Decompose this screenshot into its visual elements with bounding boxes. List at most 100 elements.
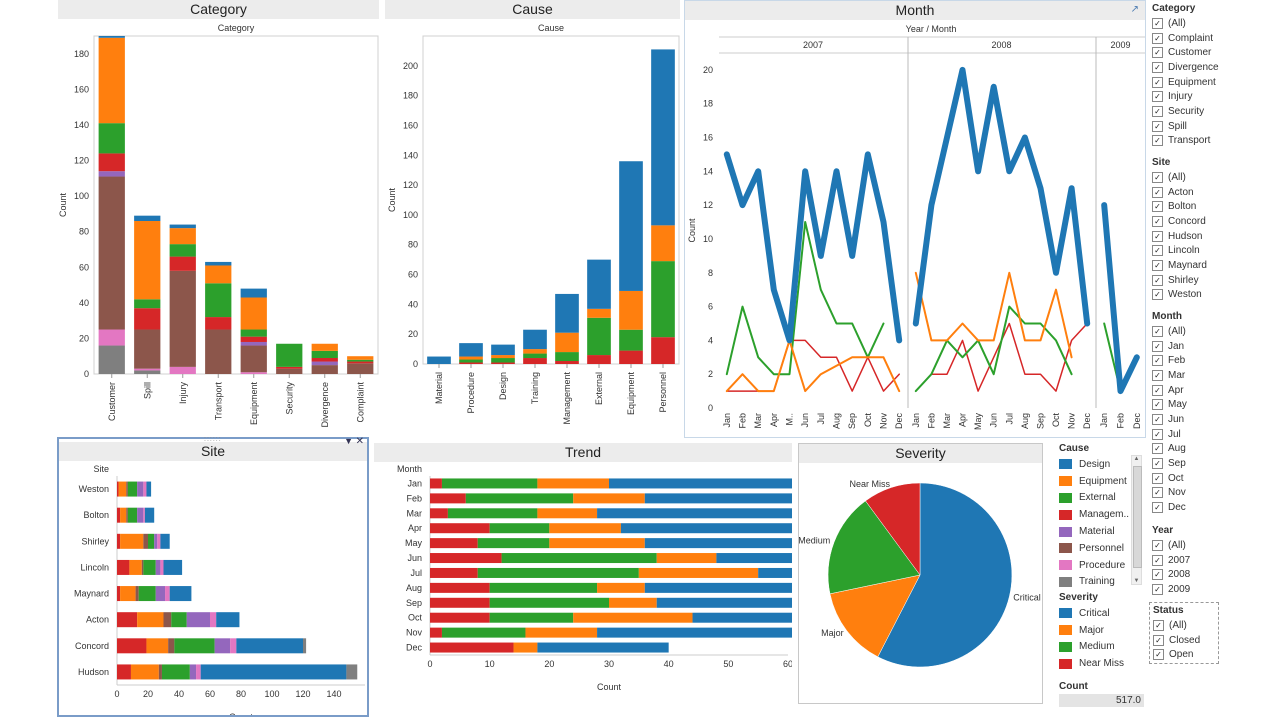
- checkbox-checked-icon[interactable]: ✓: [1152, 230, 1163, 242]
- month-filter-item-dec[interactable]: ✓ Dec: [1152, 500, 1272, 515]
- checkbox-checked-icon[interactable]: ✓: [1152, 105, 1163, 117]
- month-filter-item-mar[interactable]: ✓ Mar: [1152, 368, 1272, 383]
- checkbox-checked-icon[interactable]: ✓: [1152, 583, 1163, 595]
- category-filter-item-equipment[interactable]: ✓ Equipment: [1152, 75, 1272, 90]
- checkbox-checked-icon[interactable]: ✓: [1152, 355, 1163, 367]
- checkbox-checked-icon[interactable]: ✓: [1152, 554, 1163, 566]
- site-filter-item-all[interactable]: ✓ (All): [1152, 170, 1272, 185]
- checkbox-checked-icon[interactable]: ✓: [1152, 569, 1163, 581]
- site-filter-item-bolton[interactable]: ✓ Bolton: [1152, 199, 1272, 214]
- checkbox-checked-icon[interactable]: ✓: [1152, 428, 1163, 440]
- popout-icon[interactable]: ↗: [1130, 4, 1139, 15]
- severity-legend-item[interactable]: Near Miss: [1059, 655, 1144, 672]
- month-filter-item-jul[interactable]: ✓ Jul: [1152, 427, 1272, 442]
- checkbox-checked-icon[interactable]: ✓: [1152, 259, 1163, 271]
- checkbox-checked-icon[interactable]: ✓: [1152, 413, 1163, 425]
- severity-legend-item[interactable]: Major: [1059, 622, 1144, 639]
- scroll-up-icon[interactable]: ▲: [1133, 456, 1140, 462]
- severity-legend-item[interactable]: Critical: [1059, 605, 1144, 622]
- bar-segment-management-medium: [555, 352, 579, 362]
- checkbox-checked-icon[interactable]: ✓: [1152, 369, 1163, 381]
- scroll-down-icon[interactable]: ▼: [1133, 578, 1140, 584]
- cause-legend-item[interactable]: Material: [1059, 523, 1144, 540]
- site-filter-item-acton[interactable]: ✓ Acton: [1152, 185, 1272, 200]
- cause-legend-scrollbar[interactable]: ▲ ▼: [1131, 455, 1142, 585]
- month-filter-item-oct[interactable]: ✓ Oct: [1152, 471, 1272, 486]
- year-filter-item-2008[interactable]: ✓ 2008: [1152, 567, 1218, 582]
- category-filter-item-customer[interactable]: ✓ Customer: [1152, 45, 1272, 60]
- year-filter-item-all[interactable]: ✓ (All): [1152, 538, 1218, 553]
- category-filter-item-transport[interactable]: ✓ Transport: [1152, 134, 1272, 149]
- checkbox-checked-icon[interactable]: ✓: [1152, 171, 1163, 183]
- category-filter-item-divergence[interactable]: ✓ Divergence: [1152, 60, 1272, 75]
- cause-legend-item[interactable]: Personnel: [1059, 540, 1144, 557]
- x-tick-label: 80: [236, 689, 246, 699]
- checkbox-checked-icon[interactable]: ✓: [1152, 384, 1163, 396]
- checkbox-checked-icon[interactable]: ✓: [1152, 325, 1163, 337]
- category-filter-item-spill[interactable]: ✓ Spill: [1152, 119, 1272, 134]
- pane-grip-icon[interactable]: ::::::: [204, 436, 222, 443]
- cause-legend-item[interactable]: External: [1059, 490, 1144, 507]
- cause-legend-item[interactable]: Managem..: [1059, 506, 1144, 523]
- checkbox-checked-icon[interactable]: ✓: [1152, 289, 1163, 301]
- month-filter-item-jun[interactable]: ✓ Jun: [1152, 412, 1272, 427]
- category-filter-item-complaint[interactable]: ✓ Complaint: [1152, 31, 1272, 46]
- cause-legend-item[interactable]: Design: [1059, 456, 1144, 473]
- checkbox-checked-icon[interactable]: ✓: [1152, 17, 1163, 29]
- month-filter-item-may[interactable]: ✓ May: [1152, 397, 1272, 412]
- cause-legend-item[interactable]: Training: [1059, 574, 1144, 591]
- month-filter-item-sep[interactable]: ✓ Sep: [1152, 456, 1272, 471]
- checkbox-checked-icon[interactable]: ✓: [1152, 539, 1163, 551]
- category-filter-item-all[interactable]: ✓ (All): [1152, 16, 1272, 31]
- status-filter-item-closed[interactable]: ✓ Closed: [1153, 633, 1218, 648]
- checkbox-checked-icon[interactable]: ✓: [1152, 399, 1163, 411]
- site-filter-item-hudson[interactable]: ✓ Hudson: [1152, 229, 1272, 244]
- month-filter-item-jan[interactable]: ✓ Jan: [1152, 339, 1272, 354]
- checkbox-checked-icon[interactable]: ✓: [1153, 649, 1164, 661]
- site-filter-item-maynard[interactable]: ✓ Maynard: [1152, 258, 1272, 273]
- checkbox-checked-icon[interactable]: ✓: [1152, 458, 1163, 470]
- checkbox-checked-icon[interactable]: ✓: [1152, 61, 1163, 73]
- checkbox-checked-icon[interactable]: ✓: [1152, 340, 1163, 352]
- month-filter-item-aug[interactable]: ✓ Aug: [1152, 442, 1272, 457]
- month-filter-item-nov[interactable]: ✓ Nov: [1152, 486, 1272, 501]
- site-filter-item-concord[interactable]: ✓ Concord: [1152, 214, 1272, 229]
- checkbox-checked-icon[interactable]: ✓: [1153, 634, 1164, 646]
- category-filter-item-injury[interactable]: ✓ Injury: [1152, 89, 1272, 104]
- pane-menu-icon[interactable]: ▼: [344, 436, 353, 446]
- checkbox-checked-icon[interactable]: ✓: [1152, 502, 1163, 514]
- month-filter-item-feb[interactable]: ✓ Feb: [1152, 353, 1272, 368]
- severity-legend-item[interactable]: Medium: [1059, 639, 1144, 656]
- checkbox-checked-icon[interactable]: ✓: [1152, 47, 1163, 59]
- checkbox-checked-icon[interactable]: ✓: [1153, 619, 1164, 631]
- checkbox-checked-icon[interactable]: ✓: [1152, 91, 1163, 103]
- site-filter-item-weston[interactable]: ✓ Weston: [1152, 288, 1272, 303]
- year-filter-item-2007[interactable]: ✓ 2007: [1152, 553, 1218, 568]
- site-filter-item-lincoln[interactable]: ✓ Lincoln: [1152, 243, 1272, 258]
- checkbox-checked-icon[interactable]: ✓: [1152, 274, 1163, 286]
- status-filter-item-open[interactable]: ✓ Open: [1153, 647, 1218, 662]
- cause-legend-item[interactable]: Equipment: [1059, 473, 1144, 490]
- month-filter-item-apr[interactable]: ✓ Apr: [1152, 383, 1272, 398]
- checkbox-checked-icon[interactable]: ✓: [1152, 120, 1163, 132]
- checkbox-checked-icon[interactable]: ✓: [1152, 201, 1163, 213]
- checkbox-checked-icon[interactable]: ✓: [1152, 245, 1163, 257]
- checkbox-checked-icon[interactable]: ✓: [1152, 135, 1163, 147]
- month-filter-label: Oct: [1168, 472, 1184, 484]
- pane-close-icon[interactable]: ✕: [355, 436, 364, 447]
- category-filter-item-security[interactable]: ✓ Security: [1152, 104, 1272, 119]
- checkbox-checked-icon[interactable]: ✓: [1152, 215, 1163, 227]
- checkbox-checked-icon[interactable]: ✓: [1152, 76, 1163, 88]
- checkbox-checked-icon[interactable]: ✓: [1152, 472, 1163, 484]
- checkbox-checked-icon[interactable]: ✓: [1152, 186, 1163, 198]
- status-filter-item-all[interactable]: ✓ (All): [1153, 618, 1218, 633]
- checkbox-checked-icon[interactable]: ✓: [1152, 443, 1163, 455]
- scroll-thumb[interactable]: [1133, 466, 1142, 568]
- checkbox-checked-icon[interactable]: ✓: [1152, 32, 1163, 44]
- site-filter-item-shirley[interactable]: ✓ Shirley: [1152, 273, 1272, 288]
- checkbox-checked-icon[interactable]: ✓: [1152, 487, 1163, 499]
- month-filter-item-all[interactable]: ✓ (All): [1152, 324, 1272, 339]
- x-tick-label: Jun: [989, 413, 999, 428]
- cause-legend-item[interactable]: Procedure: [1059, 557, 1144, 574]
- year-filter-item-2009[interactable]: ✓ 2009: [1152, 582, 1218, 597]
